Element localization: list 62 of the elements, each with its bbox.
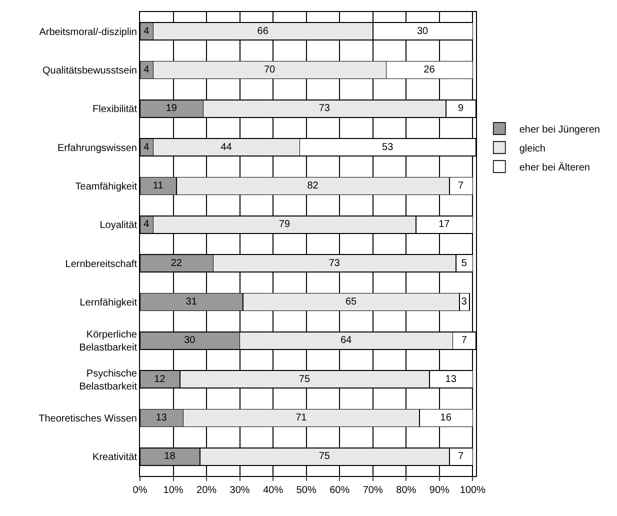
data-label: 71 (296, 412, 308, 424)
data-label: 79 (278, 219, 290, 230)
data-label: 66 (257, 26, 269, 37)
data-label: 4 (144, 26, 150, 37)
data-label: 31 (186, 296, 198, 308)
data-label: 5 (461, 258, 468, 269)
data-label: 75 (298, 374, 310, 385)
data-label: 9 (458, 103, 464, 114)
y-tick-label: Theoretisches Wissen (38, 414, 137, 424)
x-tick-label: 10% (163, 485, 184, 496)
data-label: 18 (164, 451, 176, 462)
x-tick-label: 80% (396, 485, 416, 496)
y-tick-label: Teamfähigkeit (75, 182, 138, 192)
y-tick-label: Loyalität (100, 220, 138, 232)
y-tick-label: Qualitätsbewusstsein (42, 66, 137, 76)
x-tick-label: 20% (196, 485, 217, 496)
y-tick-label: Flexibilität (92, 104, 138, 116)
data-label: 30 (416, 26, 429, 37)
y-tick-label: Lernfähigkeit (80, 298, 138, 308)
data-label: 7 (458, 451, 464, 462)
data-label: 44 (220, 142, 232, 153)
data-label: 30 (184, 335, 196, 346)
data-label: 73 (318, 103, 330, 114)
legend-label: eher bei Jüngeren (519, 124, 600, 136)
x-tick-label: 90% (429, 485, 450, 496)
data-label: 64 (340, 335, 352, 346)
data-label: 3 (461, 296, 468, 308)
data-label: 22 (170, 258, 182, 269)
x-tick-label: 70% (362, 485, 383, 496)
data-label: 82 (307, 180, 319, 192)
y-tick-label: Körperliche Belastbarkeit (79, 330, 138, 354)
y-tick-label: Arbeitsmoral/-disziplin (39, 26, 137, 38)
y-tick-label: Erfahrungswissen (58, 142, 137, 154)
data-label: 4 (144, 142, 150, 153)
y-tick-label: Lernbereitschaft (65, 258, 138, 270)
legend-label: gleich (519, 143, 546, 154)
data-label: 26 (424, 64, 436, 76)
y-tick-label: Psychische Belastbarkeit (79, 368, 138, 392)
data-label: 73 (328, 258, 340, 269)
data-label: 19 (166, 103, 178, 114)
legend-label: eher bei Älteren (519, 161, 590, 174)
data-label: 4 (144, 219, 150, 230)
data-label: 16 (440, 412, 452, 424)
x-tick-label: 100% (460, 485, 486, 496)
x-tick-label: 0% (132, 485, 148, 496)
data-label: 17 (438, 219, 450, 230)
data-label: 70 (264, 64, 276, 76)
data-label: 53 (382, 142, 394, 153)
data-label: 4 (144, 64, 150, 76)
x-tick-label: 60% (330, 485, 350, 496)
data-label: 13 (445, 374, 457, 385)
data-label: 7 (458, 180, 464, 192)
data-label: 7 (461, 335, 468, 346)
data-label: 75 (318, 451, 330, 462)
data-label: 11 (152, 180, 164, 192)
data-label: 12 (154, 374, 166, 385)
data-label: 65 (345, 296, 358, 308)
x-tick-label: 40% (263, 485, 284, 496)
y-tick-label: Kreativität (92, 452, 138, 464)
data-label: 13 (156, 412, 168, 424)
x-tick-label: 50% (296, 485, 316, 496)
x-tick-label: 30% (230, 485, 250, 496)
